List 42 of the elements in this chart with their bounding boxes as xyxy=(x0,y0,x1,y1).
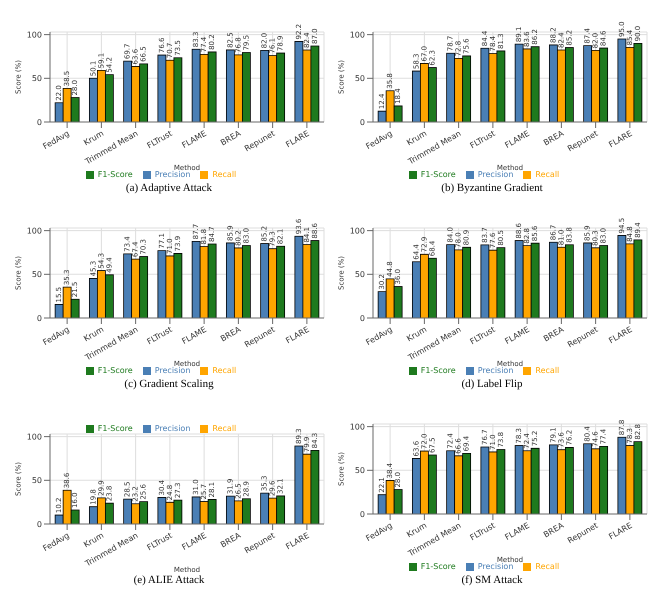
y-tick-label: 0 xyxy=(36,314,42,323)
y-tick-label: 50 xyxy=(354,74,365,84)
text: (b) Byzantine Gradient xyxy=(440,182,544,194)
legend-label: F1-Score xyxy=(98,366,133,375)
legend-label: Precision xyxy=(154,424,190,433)
y-tick-label: 100 xyxy=(26,432,42,442)
y-tick-label: 0 xyxy=(360,118,365,127)
legend-label: Recall xyxy=(212,170,236,179)
legend-label: Precision xyxy=(478,366,514,375)
legend-label: Precision xyxy=(154,366,190,375)
y-tick-label: 100 xyxy=(350,422,365,432)
legend-label: F1-Score xyxy=(98,170,133,179)
legend-label: Recall xyxy=(212,424,236,433)
y-tick-label: 50 xyxy=(354,466,365,476)
legend-label: F1-Score xyxy=(420,170,456,179)
legend-label: F1-Score xyxy=(420,562,456,571)
y-tick-label: 100 xyxy=(26,30,42,40)
legend-label: Recall xyxy=(535,562,560,571)
y-tick-label: 100 xyxy=(26,226,42,236)
legend-label: F1-Score xyxy=(98,424,133,433)
text: (f) SM Attack xyxy=(460,574,524,586)
text: (a) Adaptive Attack xyxy=(124,182,214,194)
y-tick-label: 0 xyxy=(360,314,365,323)
y-tick-label: 50 xyxy=(32,270,42,280)
y-tick-label: 50 xyxy=(32,74,42,84)
text: (e) ALIE Attack xyxy=(132,574,206,586)
legend-label: Recall xyxy=(535,366,560,375)
y-tick-label: 100 xyxy=(350,226,365,236)
legend-label: Precision xyxy=(478,170,514,179)
legend-label: F1-Score xyxy=(420,366,456,375)
y-tick-label: 50 xyxy=(354,270,365,280)
y-tick-label: 100 xyxy=(350,30,365,40)
y-tick-label: 50 xyxy=(32,476,42,486)
legend-label: Recall xyxy=(535,170,560,179)
legend-label: Precision xyxy=(154,170,190,179)
text: (c) Gradient Scaling xyxy=(123,378,215,390)
legend-label: Recall xyxy=(212,366,236,375)
y-tick-label: 0 xyxy=(360,510,365,519)
legend-label: Precision xyxy=(478,562,514,571)
y-tick-label: 0 xyxy=(36,118,42,127)
y-tick-label: 0 xyxy=(36,520,42,529)
text: (d) Label Flip xyxy=(460,378,524,390)
